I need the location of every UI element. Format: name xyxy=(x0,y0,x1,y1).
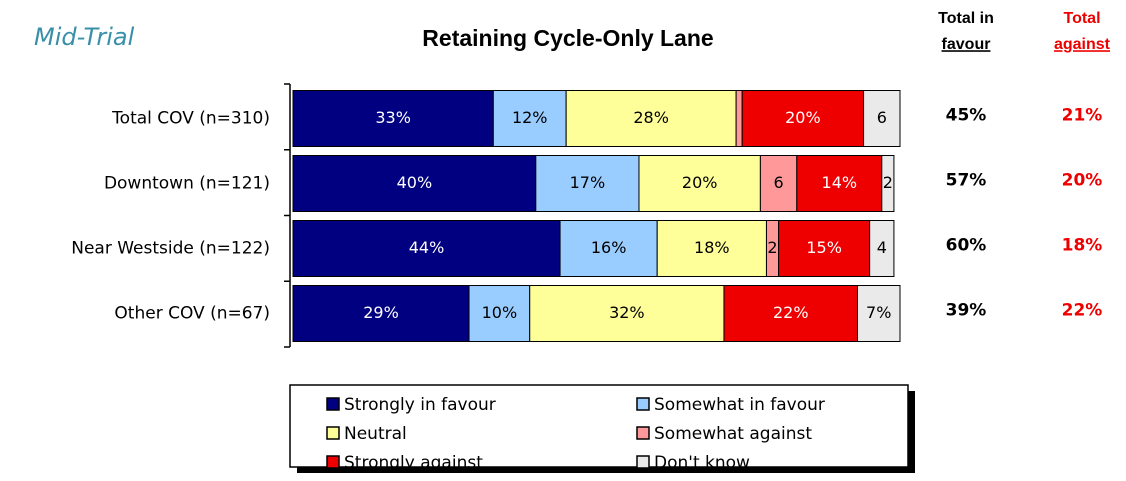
total-label: 60% xyxy=(946,236,987,256)
data-label: 6 xyxy=(877,108,887,127)
data-label: 28% xyxy=(633,108,669,127)
data-label: 29% xyxy=(363,303,399,322)
legend-swatch xyxy=(326,455,340,469)
bar-segment xyxy=(292,155,537,212)
bar-segment xyxy=(796,155,883,212)
bar-segment xyxy=(741,90,865,147)
y-tick-label: Near Westside (n=122) xyxy=(71,239,270,259)
legend-label: Strongly against xyxy=(344,453,483,473)
data-label: 22% xyxy=(773,303,809,322)
legend-swatch xyxy=(636,397,650,411)
bar-segment xyxy=(559,220,658,277)
bar-segment xyxy=(292,90,494,147)
bar-segment xyxy=(638,155,761,212)
data-label: 32% xyxy=(609,303,645,322)
bar-segment xyxy=(656,220,767,277)
legend-label: Somewhat in favour xyxy=(654,395,825,415)
legend-label: Strongly in favour xyxy=(344,395,496,415)
total-label: 18% xyxy=(1062,236,1103,256)
data-label: 44% xyxy=(409,238,445,257)
total-label: 20% xyxy=(1062,171,1103,191)
data-label: 20% xyxy=(682,173,718,192)
legend-swatch xyxy=(326,426,340,440)
bar-segment xyxy=(292,220,561,277)
data-label: 10% xyxy=(482,303,518,322)
data-label: 15% xyxy=(806,238,842,257)
bar-segment xyxy=(565,90,737,147)
data-label: 18% xyxy=(694,238,730,257)
legend-swatch xyxy=(636,455,650,469)
bar-segment xyxy=(869,220,895,277)
legend-swatch xyxy=(636,426,650,440)
bar-segment xyxy=(535,155,640,212)
bar-segment xyxy=(863,90,901,147)
total-label: 45% xyxy=(946,106,987,126)
data-label: 2 xyxy=(883,173,893,192)
data-label: 4 xyxy=(877,238,887,257)
data-label: 17% xyxy=(570,173,606,192)
total-label: 21% xyxy=(1062,106,1103,126)
legend-swatch xyxy=(326,397,340,411)
chart-title: Retaining Cycle-Only Lane xyxy=(422,25,713,51)
data-label: 14% xyxy=(822,173,858,192)
legend-label: Neutral xyxy=(344,424,407,444)
column-header: against xyxy=(1054,36,1111,53)
bar-segment xyxy=(723,285,859,342)
bar-segment xyxy=(468,285,531,342)
data-label: 40% xyxy=(397,173,433,192)
y-tick-label: Total COV (n=310) xyxy=(111,109,270,129)
data-label: 33% xyxy=(375,108,411,127)
legend-label: Somewhat against xyxy=(654,424,812,444)
bar-segment xyxy=(292,285,470,342)
data-label: 6 xyxy=(774,173,784,192)
column-header: Total xyxy=(1063,10,1100,27)
legend-label: Don't know xyxy=(654,453,750,473)
bar-segment xyxy=(881,155,895,212)
bar-segment xyxy=(735,90,743,147)
bar-segment xyxy=(492,90,567,147)
total-label: 39% xyxy=(946,301,987,321)
y-tick-label: Other COV (n=67) xyxy=(114,304,270,324)
data-label: 2 xyxy=(767,238,777,257)
total-label: 22% xyxy=(1062,301,1103,321)
bar-segment xyxy=(529,285,725,342)
data-label: 7% xyxy=(866,303,891,322)
bar-segment xyxy=(778,220,871,277)
subtitle: Mid-Trial xyxy=(34,23,135,51)
legend xyxy=(289,384,909,468)
data-label: 12% xyxy=(512,108,548,127)
data-label: 20% xyxy=(785,108,821,127)
column-header: favour xyxy=(942,36,991,53)
column-header: Total in xyxy=(938,10,994,27)
total-label: 57% xyxy=(946,171,987,191)
y-tick-label: Downtown (n=121) xyxy=(104,174,270,194)
bar-segment xyxy=(759,155,798,212)
data-label: 16% xyxy=(591,238,627,257)
bar-segment xyxy=(857,285,901,342)
